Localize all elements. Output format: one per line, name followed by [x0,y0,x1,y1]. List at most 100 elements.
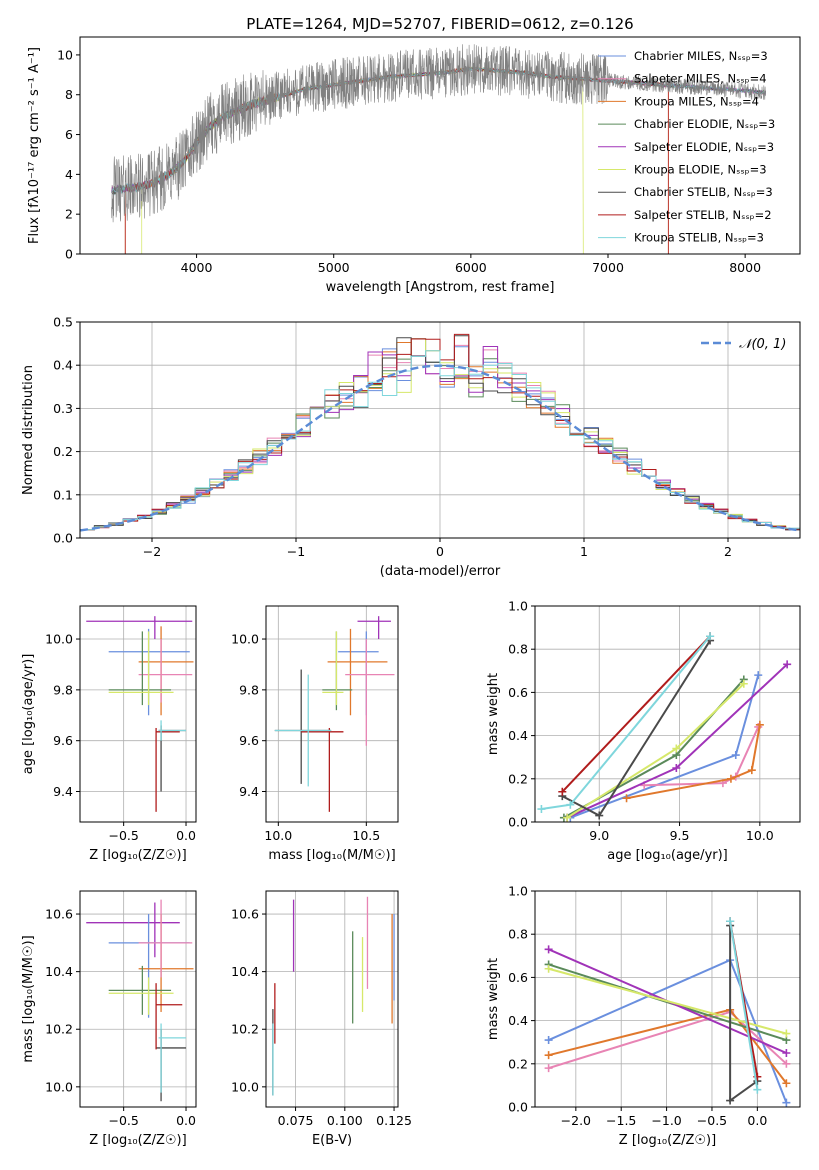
panel-weight_vs_Z: −2.0 −1.5 −1.0 −0.5 0.0 0.0 0.2 0.4 0.6 0.8 1.0 Z [… [486,884,801,1148]
x-axis-label: age [log₁₀(age/yr)] [607,848,728,863]
y-tick-label: 0 [65,247,73,262]
x-tick-label: 6000 [455,260,487,275]
errorbar-point [155,983,183,1050]
y-tick-label: 0.0 [508,815,528,830]
y-axis-label: mass weight [486,958,501,1040]
plot-area [80,333,800,532]
mass-weight-line [563,678,745,819]
mass-weight-marker [537,805,546,814]
errorbar-point [138,914,194,1012]
legend-label: 𝒩(0, 1) [739,337,786,352]
plot-area [111,44,767,254]
y-tick-label: 10.6 [45,907,73,922]
x-tick-label: 2 [724,544,732,559]
x-axis-label: Z [log₁₀(Z/Z☉)] [619,1133,716,1148]
mass-weight-line [566,683,745,819]
mass-weight-marker [563,813,572,822]
errorbar-point [86,616,193,640]
mass-weight-marker [782,1029,791,1038]
observed-spectrum-line [111,44,766,223]
axes-frame [79,890,197,1108]
mass-weight-marker [544,1064,553,1073]
y-tick-label: 10 [57,47,73,62]
mass-weight-marker [726,1096,735,1105]
residual-histogram-step [80,333,800,531]
mass-weight-marker [739,679,748,688]
mass-weight-marker [726,917,735,926]
figure-title: PLATE=1264, MJD=52707, FIBERID=0612, z=0… [246,15,633,33]
mass-weight-marker [755,720,764,729]
errorbar-point [274,674,332,787]
y-tick-label: 10.0 [231,1079,259,1094]
mass-weight-marker [782,1098,791,1107]
legend-label: Kroupa STELIB, Nₛₛₚ=3 [634,231,764,245]
y-tick-label: 0.8 [508,642,528,657]
y-tick-label: 6 [65,127,73,142]
y-tick-label: 0.5 [53,315,73,330]
errorbar-point [357,616,391,640]
legend-label: Kroupa MILES, Nₛₛₚ=4 [634,94,759,108]
x-tick-label: 0.075 [278,1113,314,1128]
x-axis-label: Z [log₁₀(Z/Z☉)] [89,1133,186,1148]
axes-frame [79,605,197,823]
plot-area [544,917,791,1107]
mass-weight-line [561,635,711,793]
y-tick-label: 0.4 [508,728,528,743]
mass-weight-marker [544,945,553,954]
y-tick-label: 0.2 [53,444,73,459]
y-tick-label: 10.2 [45,1022,73,1037]
x-tick-label: −1.0 [651,1113,681,1128]
errorbar-point [158,725,187,792]
x-tick-label: −0.5 [108,828,138,843]
legend-label: Salpeter ELODIE, Nₛₛₚ=3 [634,140,774,154]
mass-weight-line [561,640,711,817]
y-tick-label: 9.8 [53,682,73,697]
x-axis-label: Z [log₁₀(Z/Z☉)] [89,848,186,863]
y-axis-label: age [log₁₀(age/yr)] [21,654,36,775]
y-tick-label: 9.4 [53,784,73,799]
mass-weight-marker [753,1085,762,1094]
y-tick-label: 0.6 [508,685,528,700]
mass-weight-marker [544,964,553,973]
y-tick-label: 0.4 [508,1013,528,1028]
y-tick-label: 0.6 [508,970,528,985]
y-tick-label: 10.4 [45,964,73,979]
x-tick-label: −1.5 [606,1113,636,1128]
legend-label: Chabrier STELIB, Nₛₛₚ=3 [634,185,773,199]
errorbar-point [108,965,172,1015]
panel-residuals: −2 −1 0 1 2 0.0 0.1 0.2 0.3 0.4 0.5 (data-model)/er… [21,315,801,579]
y-tick-label: 10.0 [45,632,73,647]
x-axis-label: mass [log₁₀(M/M☉)] [268,848,395,863]
panel-spectrum: 4000 5000 6000 7000 8000 0 2 4 6 8 10 wavelength [A… [27,36,801,295]
residual-legend: 𝒩(0, 1) [701,337,786,352]
legend-label: Chabrier ELODIE, Nₛₛₚ=3 [634,117,775,131]
mass-weight-marker [782,1079,791,1088]
x-tick-label: 5000 [318,260,350,275]
x-tick-label: 1 [580,544,588,559]
y-tick-label: 9.8 [239,682,259,697]
mass-weight-marker [782,1059,791,1068]
x-tick-label: 10.0 [746,828,774,843]
mass-weight-marker [731,751,740,760]
x-tick-label: −0.5 [697,1113,727,1128]
mass-weight-marker [544,1036,553,1045]
legend-label: Salpeter MILES, Nₛₛₚ=4 [634,72,767,86]
x-tick-label: 0.125 [376,1113,412,1128]
x-tick-label: 0.0 [176,828,196,843]
model-spectrum-line [141,65,584,254]
errorbar-point [322,631,353,711]
y-axis-label: Flux [fλ10⁻¹⁷ erg cm⁻² s⁻¹ A⁻¹] [27,47,42,244]
x-tick-label: 9.5 [670,828,690,843]
plot-area [272,896,395,1096]
errorbar-point [138,626,194,716]
y-tick-label: 0.1 [53,487,73,502]
errorbar-point [158,720,187,741]
axes-frame [534,605,801,823]
legend-label: Chabrier MILES, Nₛₛₚ=3 [634,49,768,63]
mass-weight-marker [672,764,681,772]
y-tick-label: 2 [65,207,73,222]
mass-weight-marker [595,811,604,820]
x-tick-label: 0.0 [176,1113,196,1128]
y-tick-label: 10.2 [231,1022,259,1037]
